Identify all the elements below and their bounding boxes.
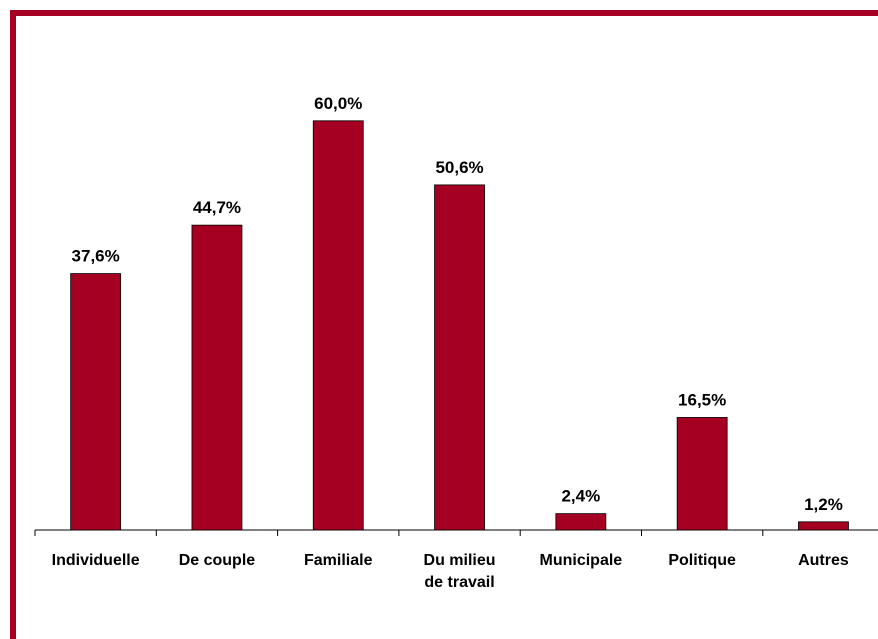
x-tick-label: De couple (178, 552, 256, 569)
data-label: 50,6% (435, 158, 483, 177)
data-label: 44,7% (193, 198, 241, 217)
frame-left (10, 10, 16, 639)
x-tick-label: Politique (668, 552, 736, 569)
x-tick-label: Familiale (304, 552, 373, 569)
x-tick-label: Autres (798, 552, 849, 569)
data-label: 2,4% (561, 487, 600, 506)
data-label: 37,6% (72, 247, 120, 266)
bar (191, 224, 243, 531)
x-tick-label: Du milieu de travail (423, 552, 496, 591)
data-label: 1,2% (804, 495, 843, 514)
bar (312, 120, 364, 531)
frame-top (10, 10, 878, 16)
bar (676, 417, 728, 531)
bar (555, 513, 607, 531)
bar (798, 521, 849, 531)
bar (434, 184, 485, 531)
x-tick-label: Municipale (539, 552, 623, 569)
data-label: 60,0% (314, 94, 362, 113)
x-tick-label: Individuelle (51, 552, 140, 569)
data-label: 16,5% (678, 390, 726, 409)
bar (70, 273, 122, 531)
